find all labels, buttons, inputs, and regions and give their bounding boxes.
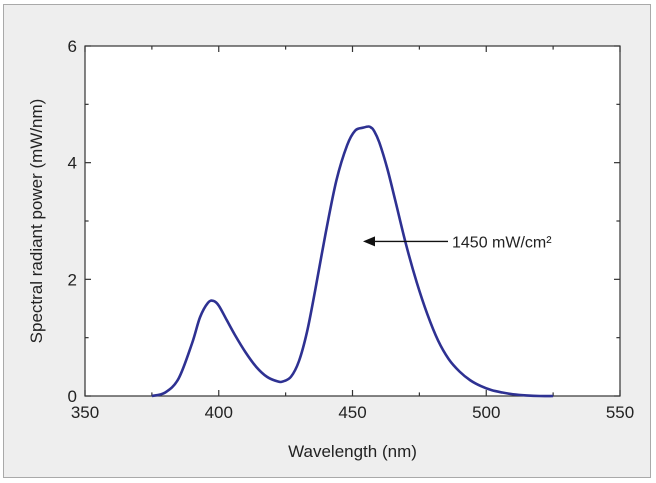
axis-ticks (84, 45, 621, 397)
spectrum-line (151, 125, 554, 398)
x-tick-label: 500 (472, 403, 500, 422)
y-tick-label: 0 (68, 387, 77, 406)
x-tick-label: 450 (338, 403, 366, 422)
x-axis-title: Wavelength (nm) (288, 442, 417, 461)
x-tick-label: 550 (606, 403, 634, 422)
plot-area (84, 45, 621, 397)
x-tick-label: 350 (71, 403, 99, 422)
y-tick-label: 2 (68, 270, 77, 289)
y-axis-title: Spectral radiant power (mW/nm) (27, 99, 46, 344)
series-layer (151, 125, 554, 398)
x-tick-labels: 350 400 450 500 550 (71, 403, 634, 422)
annotation-layer: 1450 mW/cm² (363, 234, 552, 251)
y-tick-label: 4 (68, 154, 77, 173)
x-tick-label: 400 (205, 403, 233, 422)
y-tick-labels: 0 2 4 6 (68, 37, 77, 406)
annotation-label: 1450 mW/cm² (452, 234, 552, 251)
annotation-arrowhead (363, 236, 375, 247)
y-tick-label: 6 (68, 37, 77, 56)
